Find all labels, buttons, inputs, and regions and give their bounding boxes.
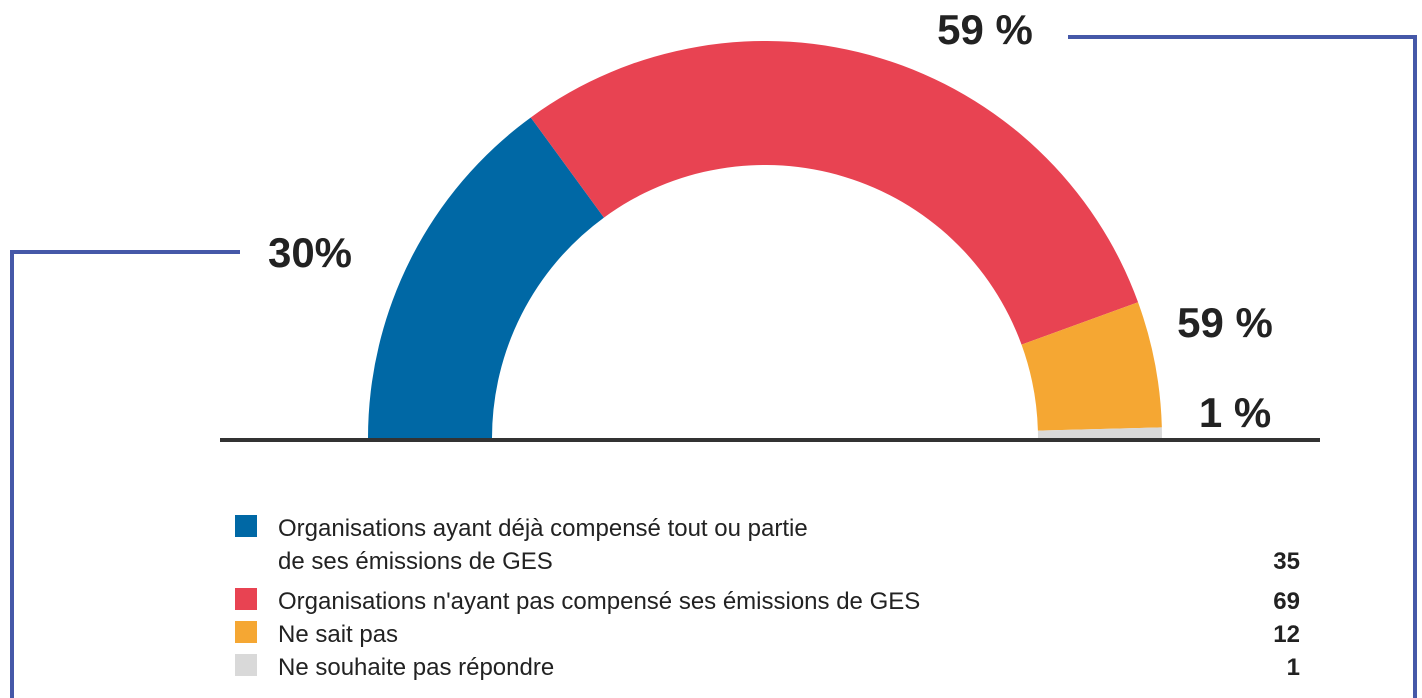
legend-label: Ne sait pas [278, 621, 399, 648]
percent-label: 30% [268, 229, 352, 276]
legend-swatch [235, 621, 257, 643]
arc-segment [1037, 427, 1163, 438]
legend-label: Organisations n'ayant pas compensé ses é… [278, 588, 921, 615]
percent-label: 1 % [1199, 389, 1271, 436]
legend-count: 69 [1273, 588, 1300, 615]
arc-segment [530, 41, 1139, 345]
legend-count: 12 [1273, 621, 1300, 648]
legend-swatch [235, 588, 257, 610]
legend-label: Organisations ayant déjà compensé tout o… [278, 515, 808, 575]
legend-swatch [235, 654, 257, 676]
percent-label: 59 % [1177, 299, 1273, 346]
percent-label: 59 % [937, 6, 1033, 53]
arc-segment [1021, 302, 1162, 431]
legend-count: 1 [1286, 654, 1300, 681]
arc-segment [368, 117, 604, 438]
legend-label: Ne souhaite pas répondre [278, 654, 555, 681]
callout-frame [10, 250, 240, 698]
legend-count: 35 [1273, 548, 1300, 575]
legend-swatch [235, 515, 257, 537]
callout-frame [1068, 35, 1417, 698]
